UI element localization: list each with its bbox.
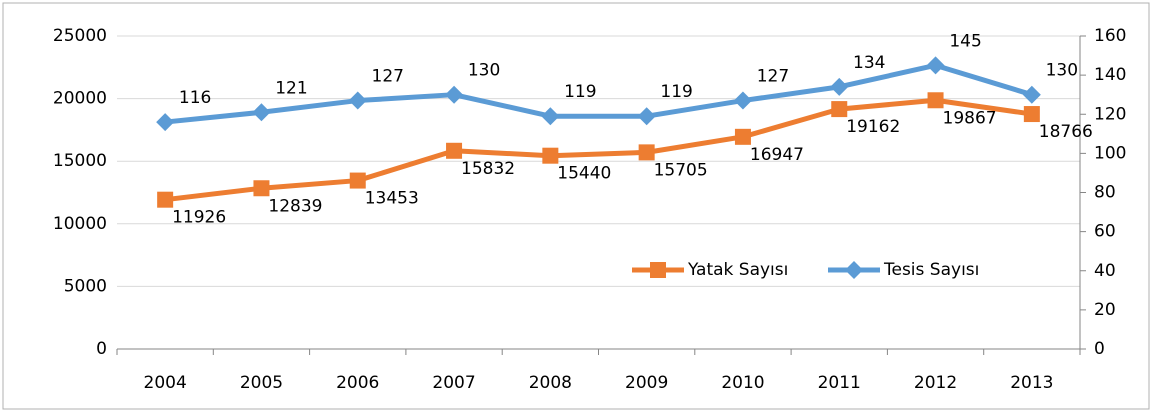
legend-marker	[845, 261, 863, 279]
point-marker	[926, 56, 945, 75]
data-label: 15440	[557, 164, 611, 184]
data-label: 18766	[1039, 122, 1093, 142]
data-label: 127	[372, 67, 404, 87]
series-line	[164, 97, 1033, 203]
y-tick-label: 20000	[53, 89, 107, 109]
y2-tick-label: 20	[1094, 300, 1116, 320]
point-marker	[541, 107, 560, 126]
point-marker	[446, 142, 463, 159]
x-tick-label: 2009	[625, 373, 668, 393]
y-tick-label: 5000	[64, 276, 107, 296]
data-label: 127	[757, 67, 789, 87]
point-marker	[831, 101, 848, 118]
data-label: 11926	[172, 208, 226, 228]
point-marker	[637, 107, 656, 126]
x-tick-label: 2012	[914, 373, 957, 393]
point-marker	[349, 172, 366, 189]
x-tick-label: 2010	[721, 373, 764, 393]
data-label: 130	[1046, 61, 1078, 81]
x-tick-label: 2008	[529, 373, 572, 393]
point-marker	[348, 91, 367, 110]
x-tick-label: 2011	[818, 373, 861, 393]
data-label: 15832	[461, 159, 515, 179]
data-label: 121	[275, 78, 307, 98]
data-label: 134	[853, 53, 885, 73]
point-marker	[927, 92, 944, 109]
point-marker	[1023, 106, 1040, 123]
point-marker	[252, 103, 271, 122]
data-label: 19867	[943, 108, 997, 128]
data-label: 13453	[365, 189, 419, 209]
point-marker	[156, 113, 175, 132]
data-label: 19162	[846, 117, 900, 137]
x-tick-label: 2005	[240, 373, 283, 393]
x-tick-label: 2006	[336, 373, 379, 393]
data-label: 16947	[750, 145, 804, 165]
y-tick-label: 15000	[53, 151, 107, 171]
x-tick-label: 2007	[432, 373, 475, 393]
y2-tick-label: 0	[1094, 339, 1105, 359]
point-marker	[445, 85, 464, 104]
y2-tick-label: 140	[1094, 65, 1126, 85]
point-marker	[638, 144, 655, 161]
legend-label: Tesis Sayısı	[883, 260, 979, 280]
y2-tick-label: 100	[1094, 143, 1126, 163]
point-marker	[733, 91, 752, 110]
legend-label: Yatak Sayısı	[687, 260, 788, 280]
data-label: 119	[564, 82, 596, 102]
data-label: 116	[179, 88, 211, 108]
point-marker	[542, 147, 559, 164]
x-tick-label: 2004	[144, 373, 187, 393]
y2-tick-label: 160	[1094, 26, 1126, 46]
y2-tick-label: 80	[1094, 183, 1116, 203]
series-line	[164, 62, 1033, 125]
y-tick-label: 25000	[53, 26, 107, 46]
legend-marker	[650, 262, 666, 278]
y2-tick-label: 60	[1094, 222, 1116, 242]
y2-tick-label: 120	[1094, 104, 1126, 124]
data-label: 15705	[654, 160, 708, 180]
x-tick-label: 2013	[1010, 373, 1053, 393]
y2-tick-label: 40	[1094, 261, 1116, 281]
point-marker	[734, 128, 751, 145]
data-label: 145	[949, 31, 981, 51]
point-marker	[1022, 85, 1041, 104]
data-label: 12839	[268, 196, 322, 216]
point-marker	[157, 191, 174, 208]
y-tick-label: 0	[96, 339, 107, 359]
data-label: 130	[468, 61, 500, 81]
point-marker	[830, 77, 849, 96]
point-marker	[253, 180, 270, 197]
y-tick-label: 10000	[53, 214, 107, 234]
data-label: 119	[660, 82, 692, 102]
